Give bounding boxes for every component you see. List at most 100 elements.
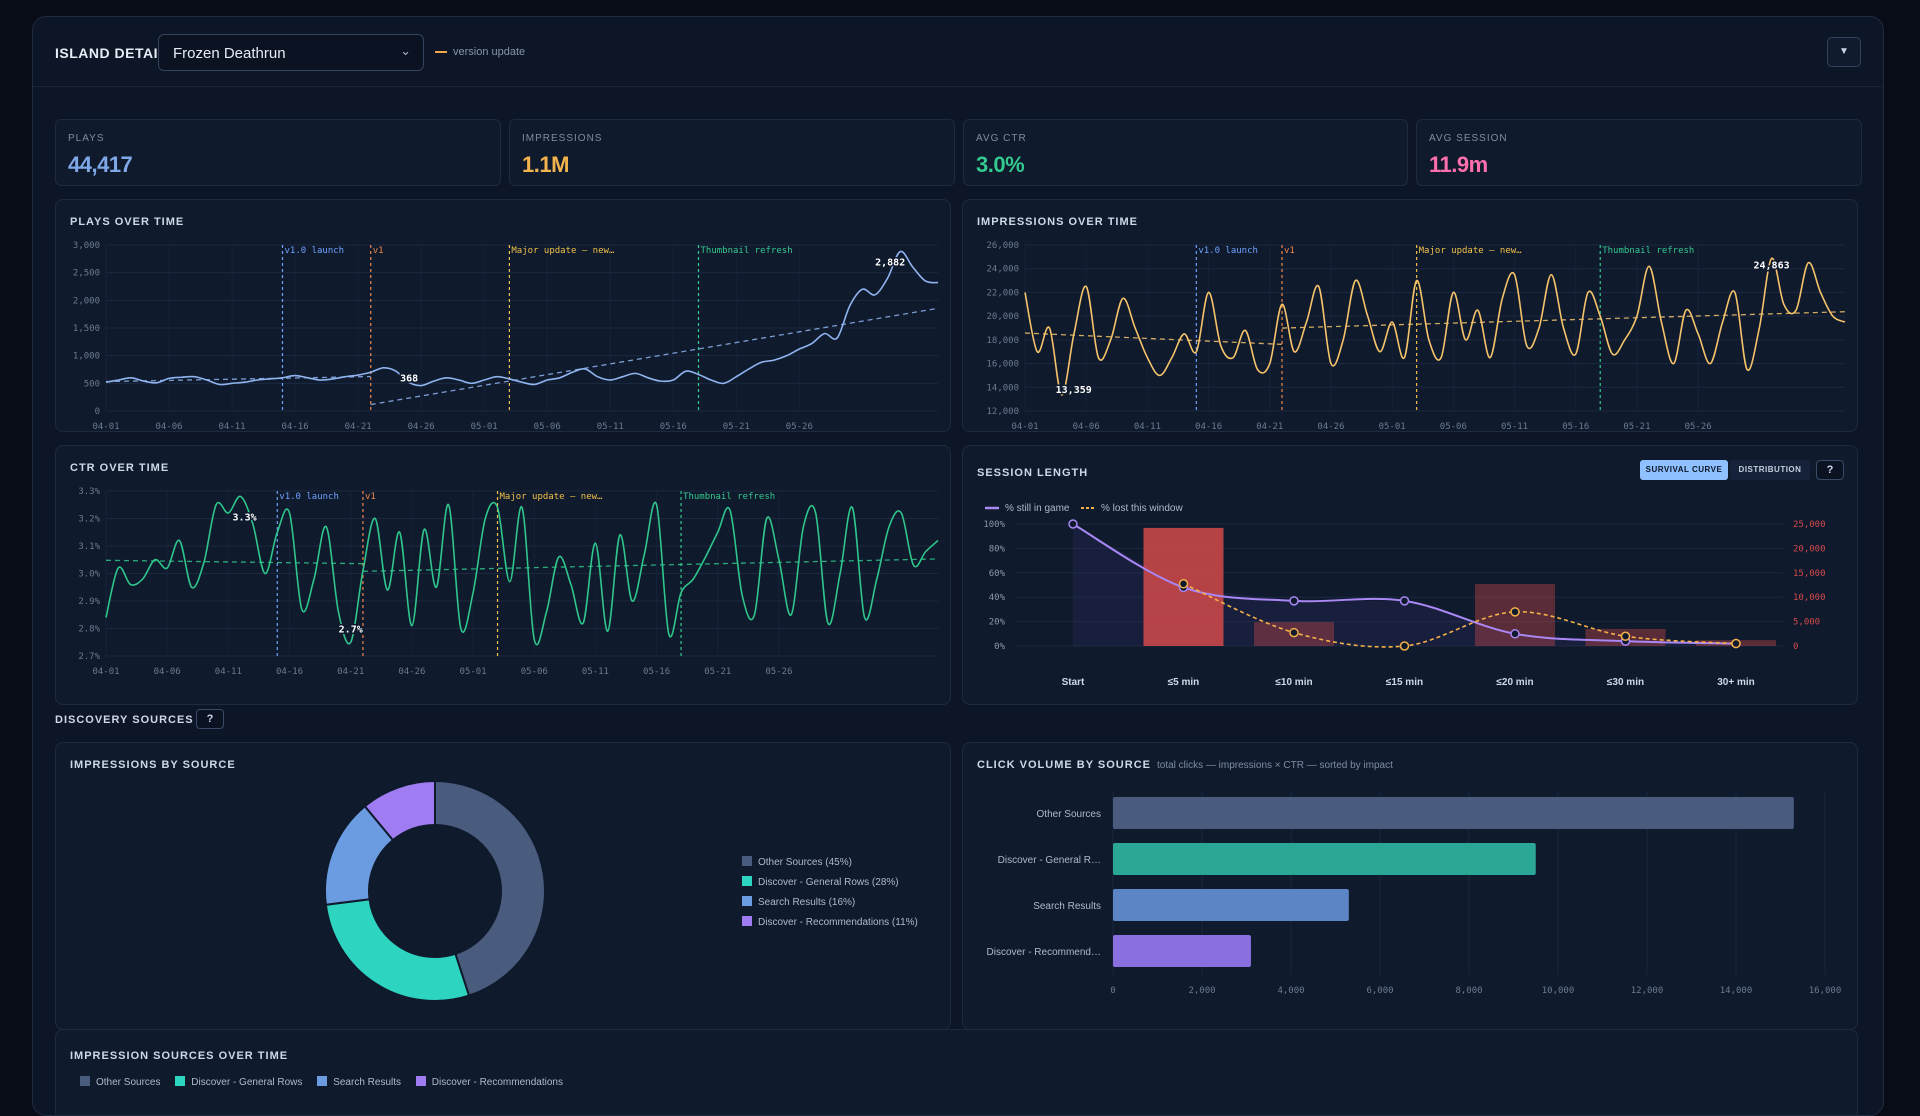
x-tick-label: 04-21 [337, 667, 364, 677]
ctr-line-chart[interactable]: 3.3% 3.2% 3.1% 3.0% 2.9% 2.8% 2.7% 04-01 04-06 04… [56, 446, 951, 705]
x-tick-label: 05-11 [1501, 422, 1528, 432]
island-select[interactable]: Frozen Deathrun ⌄ [158, 34, 424, 71]
event-marker-label: Major update — new… [1419, 246, 1523, 256]
discovery-sources-title: DISCOVERY SOURCES [55, 714, 194, 726]
y-right-tick-label: 5,000 [1793, 618, 1820, 628]
plays-over-time-panel: PLAYS OVER TIME 3,000 2,500 2,000 1,500 1,00… [55, 199, 951, 432]
x-tick-label: 04-16 [282, 422, 309, 432]
x-tick-label: 14,000 [1720, 986, 1753, 996]
legend-label: Discover - General Rows (28%) [758, 877, 899, 888]
lost-window-point [1732, 640, 1740, 648]
donut-legend-item: Search Results (16%) [742, 896, 855, 908]
x-tick-label: 05-26 [786, 422, 813, 432]
y-tick-label: 2.7% [78, 652, 100, 662]
y-right-tick-label: 25,000 [1793, 520, 1826, 530]
still-in-game-point [1290, 597, 1298, 605]
impressions-by-source-panel: IMPRESSIONS BY SOURCE Other Sources (45%… [55, 742, 951, 1030]
x-tick-label: 04-26 [408, 422, 435, 432]
event-marker-label: v1 [1284, 246, 1295, 256]
x-tick-label: 0 [1110, 986, 1115, 996]
x-category-label: ≤20 min [1496, 677, 1533, 688]
y-tick-label: 24,000 [986, 265, 1019, 275]
x-tick-label: 05-01 [460, 667, 487, 677]
x-tick-label: 04-06 [155, 422, 182, 432]
y-right-tick-label: 0 [1793, 642, 1798, 652]
menu-dropdown-button[interactable]: ▼ [1827, 37, 1861, 67]
x-tick-label: 04-21 [1256, 422, 1283, 432]
impressions-over-time-panel: IMPRESSIONS OVER TIME 26,000 24,000 22,000… [962, 199, 1858, 432]
x-tick-label: 12,000 [1631, 986, 1664, 996]
dashboard-shell: ISLAND DETAIL Frozen Deathrun ⌄ version … [32, 16, 1884, 1116]
legend-swatch [742, 916, 752, 926]
max-value-label: 24,863 [1754, 260, 1790, 271]
y-tick-label: 0 [95, 407, 100, 417]
trend-line [106, 560, 363, 563]
caret-down-icon: ▼ [1839, 46, 1849, 57]
click-volume-bar [1113, 889, 1349, 921]
legend-label: Other Sources (45%) [758, 857, 852, 868]
y-left-tick-label: 100% [983, 520, 1005, 530]
y-tick-label: 2,000 [73, 296, 100, 306]
impression-sources-over-time-panel: IMPRESSION SOURCES OVER TIME Other Sourc… [55, 1029, 1858, 1116]
x-tick-label: 8,000 [1455, 986, 1482, 996]
island-select-value: Frozen Deathrun [173, 45, 286, 62]
bar-category-label: Other Sources [1037, 809, 1101, 820]
x-tick-label: 05-06 [534, 422, 561, 432]
session-survival-chart[interactable]: % still in game % lost this window 100% 80%… [963, 446, 1858, 705]
x-tick-label: 6,000 [1366, 986, 1393, 996]
session-length-panel: SESSION LENGTH SURVIVAL CURVE DISTRIBUTI… [962, 445, 1858, 705]
x-tick-label: 16,000 [1809, 986, 1842, 996]
x-category-label: ≤15 min [1386, 677, 1423, 688]
y-right-tick-label: 20,000 [1793, 544, 1826, 554]
max-value-label: 2,882 [875, 258, 905, 269]
impressions-line-chart[interactable]: 26,000 24,000 22,000 20,000 18,000 16,000 14,0… [963, 200, 1858, 432]
y-tick-label: 20,000 [986, 312, 1019, 322]
y-tick-label: 1,500 [73, 324, 100, 334]
x-tick-label: 04-16 [1195, 422, 1222, 432]
x-tick-label: 05-16 [643, 667, 670, 677]
lost-window-point [1622, 632, 1630, 640]
kpi-value: 44,417 [68, 152, 132, 178]
trend-line [371, 308, 938, 404]
version-update-legend-label: version update [453, 46, 525, 58]
ctr-over-time-panel: CTR OVER TIME 3.3% 3.2% 3.1% 3.0% 2.9% 2.8% 2.… [55, 445, 951, 705]
x-category-label: ≤10 min [1275, 677, 1312, 688]
click-volume-panel: CLICK VOLUME BY SOURCE total clicks — imp… [962, 742, 1858, 1030]
legend-swatch [742, 876, 752, 886]
version-update-legend-swatch [435, 51, 447, 53]
click-volume-bar [1113, 935, 1251, 967]
legend-label: Discover - General Rows [191, 1077, 302, 1088]
donut-slice [326, 899, 469, 1001]
y-tick-label: 3.1% [78, 542, 100, 552]
legend-label: Search Results (16%) [758, 897, 855, 908]
trend-line [363, 559, 938, 571]
kpi-label: PLAYS [68, 133, 105, 144]
x-tick-label: 04-01 [92, 667, 119, 677]
legend-label: % lost this window [1101, 503, 1183, 514]
x-tick-label: 05-16 [1562, 422, 1589, 432]
x-tick-label: 04-11 [219, 422, 246, 432]
kpi-card-session: AVG SESSION 11.9m [1416, 119, 1862, 186]
bar-category-label: Search Results [1033, 901, 1101, 912]
y-tick-label: 3.0% [78, 570, 100, 580]
x-tick-label: 04-06 [154, 667, 181, 677]
event-marker-label: Major update — new… [500, 492, 604, 502]
plays-line-chart[interactable]: 3,000 2,500 2,000 1,500 1,000 500 0 04-01 04-06 0… [56, 200, 951, 432]
kpi-card-ctr: AVG CTR 3.0% [963, 119, 1408, 186]
legend-swatch [317, 1076, 327, 1086]
discovery-help-button[interactable]: ? [196, 709, 224, 729]
bar-category-label: Discover - Recommend… [987, 947, 1101, 958]
min-value-label: 13,359 [1056, 385, 1092, 396]
min-value-label: 2.7% [339, 624, 363, 635]
legend-label: Search Results [333, 1077, 401, 1088]
x-tick-label: 04-11 [215, 667, 242, 677]
x-tick-label: 04-26 [398, 667, 425, 677]
click-volume-bar-chart[interactable]: 0 2,000 4,000 6,000 8,000 10,000 12,000 14,000 1… [963, 743, 1858, 1030]
legend-label: Other Sources [96, 1077, 160, 1088]
y-tick-label: 1,000 [73, 352, 100, 362]
kpi-label: AVG CTR [976, 133, 1027, 144]
event-marker-label: v1 [365, 492, 376, 502]
x-category-label: 30+ min [1717, 677, 1755, 688]
legend-label: % still in game [1005, 503, 1070, 514]
x-category-label: ≤30 min [1607, 677, 1644, 688]
